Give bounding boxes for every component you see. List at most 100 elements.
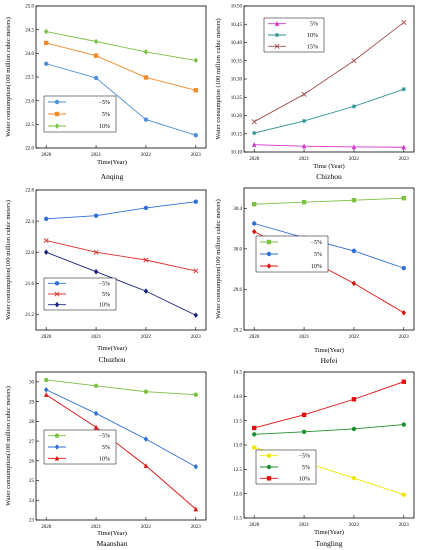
chart-panel-chuzhou: 21.2 21.6 22.0 22.4 22.8 2020 2021 2022 2023 −5% 5… xyxy=(5,189,207,364)
plot-frame xyxy=(243,371,415,519)
x-tick-label: 2022 xyxy=(141,335,152,340)
x-tick-label: 2023 xyxy=(191,525,202,530)
x-tick-label: 2022 xyxy=(349,335,360,340)
series-line xyxy=(254,88,404,134)
y-tick-label: 25.0 xyxy=(25,5,34,10)
legend-label: 5% xyxy=(314,252,322,258)
series-1 xyxy=(44,199,198,221)
data-point xyxy=(143,436,149,442)
data-point xyxy=(44,392,49,397)
series-line xyxy=(254,424,404,435)
x-tick-label: 2020 xyxy=(249,335,260,340)
data-point xyxy=(54,99,60,105)
data-point xyxy=(93,268,99,275)
series-line xyxy=(46,201,196,220)
data-point xyxy=(351,426,357,432)
series-line xyxy=(46,31,196,61)
x-tick-label: 2022 xyxy=(349,523,360,528)
x-tick-label: 2021 xyxy=(91,525,102,530)
series-line xyxy=(46,389,197,468)
y-tick-label: 29 xyxy=(29,400,35,405)
series-line xyxy=(46,251,196,316)
y-tick-label: 21.6 xyxy=(25,282,34,287)
y-tick-label: 12.5 xyxy=(233,468,242,473)
data-point xyxy=(301,118,307,124)
data-point xyxy=(193,57,198,64)
data-point xyxy=(351,104,357,109)
x-axis-label: Time (Year) xyxy=(313,163,344,170)
x-axis-label: Time(Year) xyxy=(97,159,127,166)
data-point xyxy=(193,133,198,138)
data-point xyxy=(54,291,60,297)
legend-label: −5% xyxy=(99,100,110,106)
y-tick-label: 10.40 xyxy=(231,41,243,46)
data-point xyxy=(44,216,49,221)
chart-panel-chizhou: 10.10 10.15 10.20 10.25 10.30 10.35 10.40 10.45… xyxy=(215,5,415,181)
data-point xyxy=(93,249,99,255)
y-tick-label: 25 xyxy=(29,479,35,484)
y-tick-label: 22.5 xyxy=(25,123,34,128)
y-axis-label: Water consumption (100 million cubic met… xyxy=(215,18,222,139)
series-2 xyxy=(43,238,199,274)
series-1 xyxy=(44,61,198,138)
data-point xyxy=(301,143,307,149)
data-point xyxy=(44,377,49,383)
y-tick-label: 24.5 xyxy=(25,28,34,33)
data-point xyxy=(252,228,257,235)
series-line xyxy=(46,379,196,396)
data-point xyxy=(266,464,272,470)
data-point xyxy=(266,251,272,257)
series-2 xyxy=(44,40,198,93)
series-2 xyxy=(252,422,406,437)
y-tick-label: 10.35 xyxy=(231,59,243,64)
series-line xyxy=(254,144,404,148)
y-tick-label: 29.2 xyxy=(233,329,242,334)
data-point xyxy=(54,111,60,117)
plot-frame xyxy=(35,189,207,331)
data-point xyxy=(93,75,99,81)
data-point xyxy=(274,43,280,49)
legend-label: −5% xyxy=(99,434,110,440)
data-point xyxy=(252,432,257,437)
data-point xyxy=(93,213,99,218)
x-tick-label: 2021 xyxy=(299,157,310,162)
data-point xyxy=(93,53,99,58)
panel-title: Hefei xyxy=(321,356,338,365)
legend: −5% 5% 10% xyxy=(43,429,117,465)
data-point xyxy=(274,21,280,26)
y-tick-label: 10.45 xyxy=(231,23,243,28)
data-point xyxy=(93,38,99,45)
y-tick-label: 13.0 xyxy=(233,444,242,449)
y-tick-label: 22.8 xyxy=(25,189,34,194)
data-point xyxy=(193,88,198,93)
data-point xyxy=(44,61,49,66)
panel-title: Chizhou xyxy=(316,172,342,181)
data-point xyxy=(143,463,149,468)
y-tick-label: 10.20 xyxy=(231,114,243,119)
y-tick-label: 23.5 xyxy=(25,76,34,81)
data-point xyxy=(351,144,357,150)
legend-label: 10% xyxy=(99,456,110,462)
x-tick-label: 2021 xyxy=(91,335,102,340)
data-point xyxy=(266,453,272,458)
chart-panel-tongling: 11.5 12.0 12.5 13.0 13.5 14.0 14.5 2020 2021 2022… xyxy=(233,371,415,548)
legend: −5% 5% 10% xyxy=(43,277,117,311)
y-tick-label: 30.0 xyxy=(233,248,242,253)
legend-label: 10% xyxy=(99,303,110,309)
x-tick-label: 2022 xyxy=(141,153,152,158)
x-tick-label: 2023 xyxy=(399,335,410,340)
panel-title: Anqing xyxy=(101,172,124,181)
series-1 xyxy=(252,142,406,150)
data-point xyxy=(44,28,49,35)
data-point xyxy=(193,268,199,274)
series-2 xyxy=(44,386,198,470)
x-tick-label: 2021 xyxy=(299,335,310,340)
data-point xyxy=(54,444,60,450)
data-point xyxy=(93,383,99,389)
x-tick-label: 2020 xyxy=(41,153,52,158)
y-tick-label: 13.5 xyxy=(233,419,242,424)
legend-label: 10% xyxy=(99,124,110,130)
y-tick-label: 23 xyxy=(29,519,35,524)
legend-label: 10% xyxy=(299,476,310,482)
